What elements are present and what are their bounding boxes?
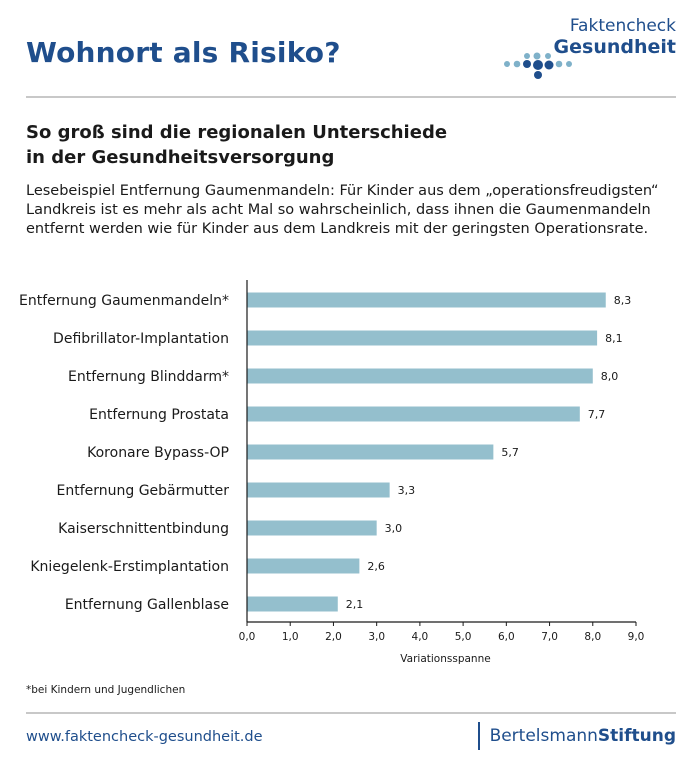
x-tick-label: 4,0 (412, 631, 429, 643)
category-label: Entfernung Prostata (89, 407, 229, 423)
brand-name-part2: Stiftung (597, 726, 676, 746)
bertelsmann-stiftung-logo[interactable]: Bertelsmann Stiftung (477, 722, 676, 750)
header-divider (26, 96, 676, 98)
bar (247, 330, 598, 346)
category-label: Kniegelenk-Erstimplantation (30, 559, 229, 575)
category-label: Kaiserschnittentbindung (58, 521, 229, 537)
data-label: 2,6 (367, 560, 385, 573)
x-tick-label: 8,0 (584, 631, 601, 643)
logo-text-line1: Faktencheck (569, 16, 676, 36)
x-tick-label: 0,0 (239, 631, 256, 643)
logo-dots-icon (504, 52, 572, 79)
bar (247, 368, 593, 384)
chart-subtitle: So groß sind die regionalen Unterschiede… (26, 120, 447, 170)
x-tick-label: 6,0 (498, 631, 515, 643)
page-title: Wohnort als Risiko? (26, 36, 341, 69)
description-line: entfernt werden wie für Kinder aus dem L… (26, 221, 649, 237)
category-label: Defibrillator-Implantation (53, 331, 229, 347)
bar (247, 444, 494, 460)
brand-name-part1: Bertelsmann (489, 726, 598, 746)
bar (247, 558, 360, 574)
x-tick-label: 7,0 (541, 631, 558, 643)
logo-text-line2: Gesundheit (553, 36, 676, 58)
x-tick-label: 5,0 (455, 631, 472, 643)
description-line: Landkreis ist es mehr als acht Mal so wa… (26, 202, 651, 218)
x-tick-label: 9,0 (628, 631, 645, 643)
faktencheck-logo[interactable]: Faktencheck Gesundheit (500, 16, 680, 84)
data-label: 8,1 (605, 332, 623, 345)
bar (247, 596, 338, 612)
x-tick-label: 2,0 (325, 631, 342, 643)
description-line: Lesebeispiel Entfernung Gaumenmandeln: F… (26, 183, 659, 199)
category-label: Entfernung Gebärmutter (56, 483, 229, 499)
bar-chart: Entfernung Gaumenmandeln* 8,3 Defibrillato… (19, 280, 645, 665)
category-label: Entfernung Gaumenmandeln* (19, 293, 229, 309)
x-axis-title: Variationsspanne (400, 653, 490, 665)
data-label: 7,7 (588, 408, 606, 421)
x-tick-label: 1,0 (282, 631, 299, 643)
data-label: 8,0 (601, 370, 619, 383)
bar (247, 482, 390, 498)
footnote: *bei Kindern und Jugendlichen (26, 684, 186, 696)
category-label: Koronare Bypass-OP (87, 445, 229, 461)
category-label: Entfernung Blinddarm* (68, 369, 229, 385)
x-tick-label: 3,0 (368, 631, 385, 643)
bar (247, 292, 606, 308)
category-label: Entfernung Gallenblase (65, 597, 229, 613)
subtitle-line: So groß sind die regionalen Unterschiede (26, 122, 448, 143)
footer-divider (26, 712, 676, 714)
data-label: 3,0 (385, 522, 403, 535)
website-link[interactable]: www.faktencheck-gesundheit.de (26, 729, 263, 745)
reading-example-text: Lesebeispiel Entfernung Gaumenmandeln: F… (26, 182, 676, 239)
bar (247, 520, 377, 536)
data-label: 5,7 (501, 446, 519, 459)
bar (247, 406, 580, 422)
data-label: 3,3 (398, 484, 416, 497)
data-label: 8,3 (614, 294, 632, 307)
data-label: 2,1 (346, 598, 364, 611)
subtitle-line: in der Gesundheitsversorgung (26, 147, 335, 168)
